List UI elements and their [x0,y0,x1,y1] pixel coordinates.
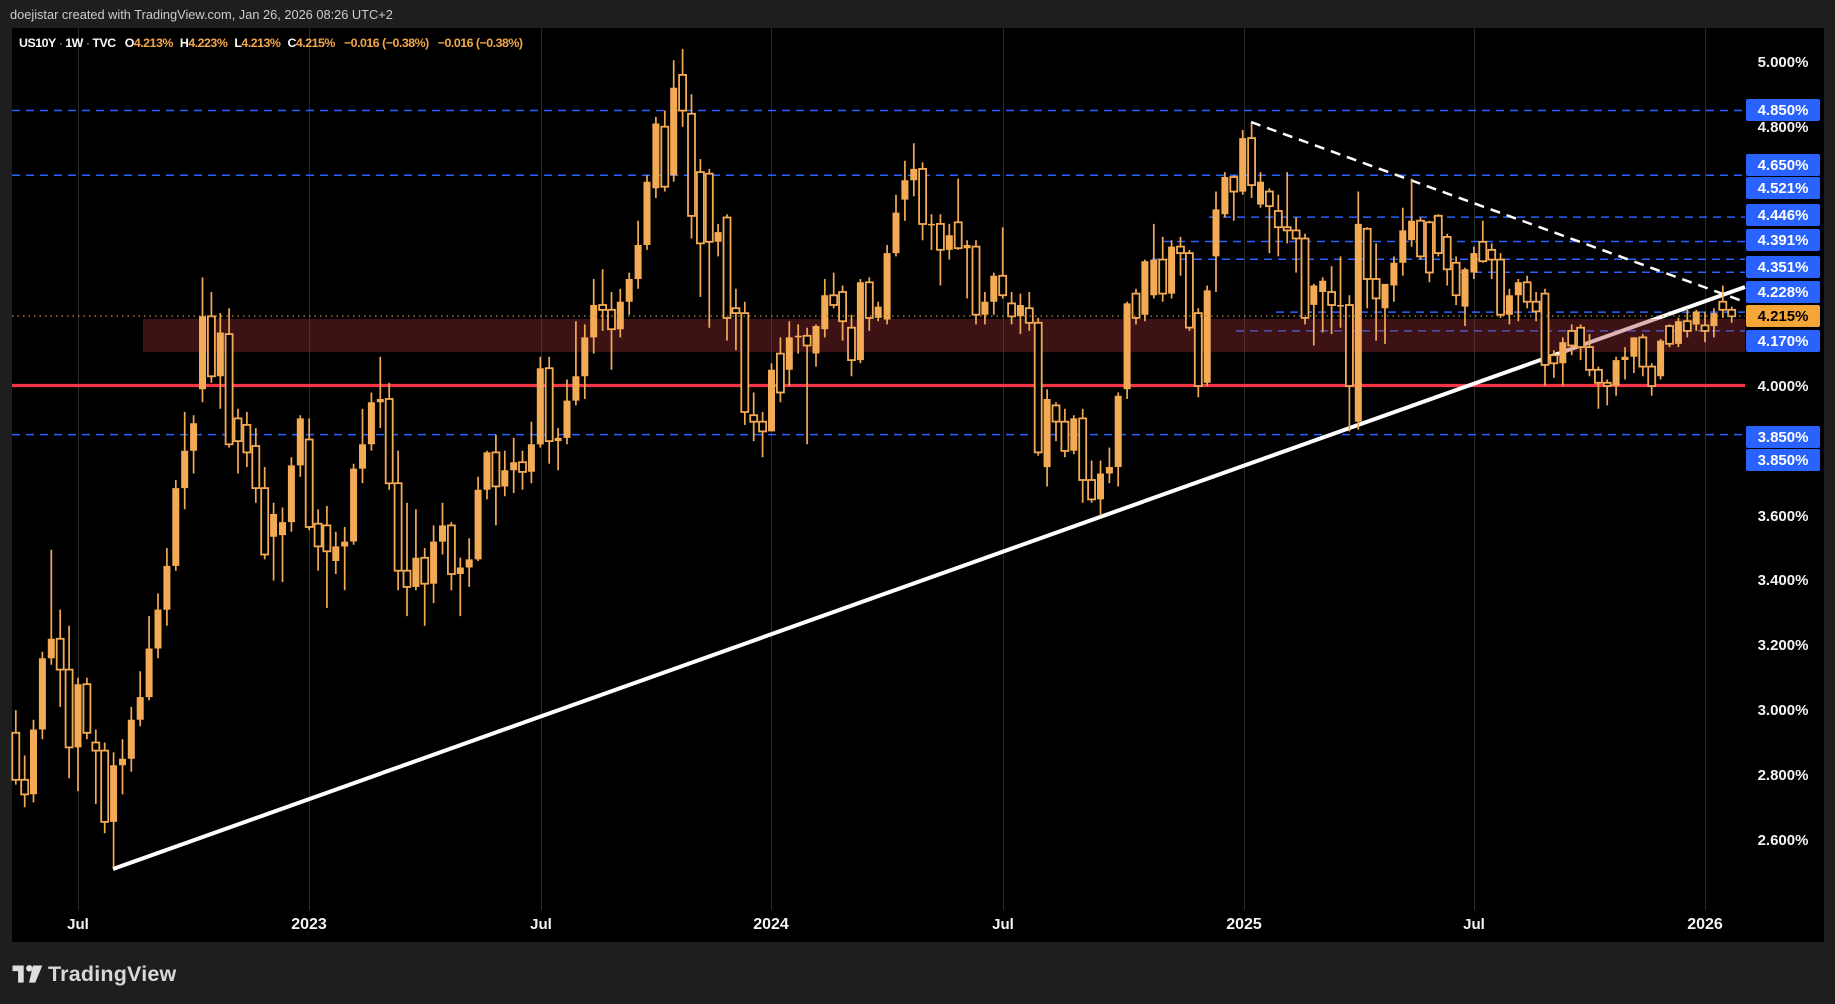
svg-text:2.600%: 2.600% [1758,832,1809,849]
svg-text:2.800%: 2.800% [1758,767,1809,784]
svg-text:3.850%: 3.850% [1758,429,1809,446]
svg-text:2023: 2023 [291,916,327,933]
svg-text:5.000%: 5.000% [1758,54,1809,71]
svg-text:3.000%: 3.000% [1758,702,1809,719]
svg-text:4.446%: 4.446% [1758,207,1809,224]
svg-text:Jul: Jul [67,916,89,933]
svg-text:4.351%: 4.351% [1758,259,1809,276]
svg-text:3.600%: 3.600% [1758,508,1809,525]
svg-text:4.800%: 4.800% [1758,119,1809,136]
svg-text:4.215%: 4.215% [1758,308,1809,325]
svg-text:doejistar created with Trading: doejistar created with TradingView.com, … [10,7,393,22]
svg-text:Jul: Jul [530,916,552,933]
svg-text:3.850%: 3.850% [1758,452,1809,469]
svg-text:4.521%: 4.521% [1758,180,1809,197]
svg-text:Jul: Jul [1463,916,1485,933]
svg-text:4.228%: 4.228% [1758,284,1809,301]
svg-text:Jul: Jul [992,916,1014,933]
svg-text:3.400%: 3.400% [1758,572,1809,589]
svg-text:4.391%: 4.391% [1758,232,1809,249]
svg-text:2026: 2026 [1687,916,1723,933]
svg-text:2024: 2024 [753,916,789,933]
svg-text:TradingView: TradingView [48,962,177,986]
svg-text:4.170%: 4.170% [1758,333,1809,350]
svg-text:4.850%: 4.850% [1758,102,1809,119]
svg-text:3.200%: 3.200% [1758,637,1809,654]
svg-text:2025: 2025 [1226,916,1262,933]
svg-text:4.000%: 4.000% [1758,378,1809,395]
svg-text:4.650%: 4.650% [1758,157,1809,174]
